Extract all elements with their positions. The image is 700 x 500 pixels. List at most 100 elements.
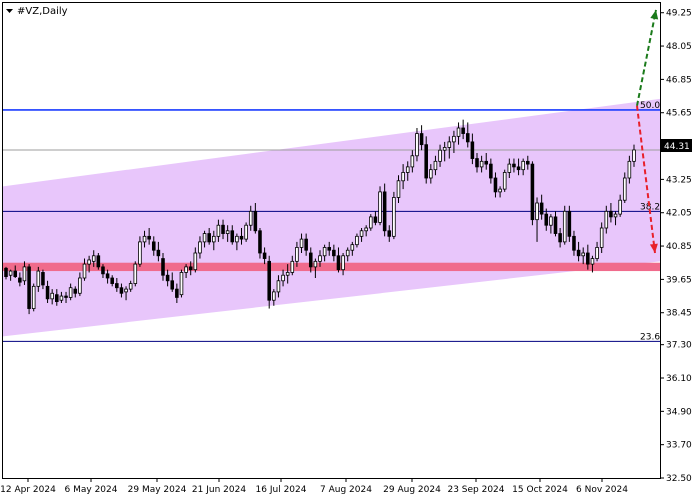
candle <box>465 122 470 148</box>
candle-body <box>479 160 484 168</box>
chart-title: #VZ,Daily <box>17 6 68 17</box>
candle-body <box>308 252 313 268</box>
candle-body <box>161 258 165 276</box>
candle-body <box>13 270 18 278</box>
candle-body <box>618 199 622 215</box>
candle-body <box>96 255 101 268</box>
candle <box>101 264 105 278</box>
candle-body <box>553 216 558 234</box>
candle-body <box>119 287 124 294</box>
candle <box>424 136 428 184</box>
candle-body <box>73 288 78 294</box>
candle-body <box>498 188 502 193</box>
candle <box>493 172 498 198</box>
candle <box>350 241 355 256</box>
candle <box>18 272 22 287</box>
candle <box>322 244 327 262</box>
y-tick-label: 46.85 <box>666 75 692 85</box>
candle <box>299 233 304 253</box>
candle-body <box>405 166 410 173</box>
candle <box>535 197 539 242</box>
candle-body <box>184 266 188 273</box>
candle-body <box>142 235 147 243</box>
candle <box>447 136 452 159</box>
chart-title-dropdown-icon[interactable] <box>6 9 13 13</box>
candle-body <box>31 285 36 309</box>
candle <box>156 241 161 262</box>
candle <box>489 158 493 184</box>
candle-body <box>461 127 465 134</box>
y-tick-label: 34.90 <box>666 407 692 417</box>
candle-body <box>128 283 133 290</box>
candle-body <box>415 133 419 157</box>
candle-body <box>175 288 179 298</box>
candle <box>512 158 516 173</box>
candle-body <box>424 144 428 179</box>
candle-body <box>401 172 405 182</box>
candle <box>165 269 170 287</box>
forecast-down-arrow <box>636 105 658 254</box>
candle <box>55 289 59 306</box>
candle-body <box>378 191 382 223</box>
candle <box>13 265 18 278</box>
y-tick-label: 37.30 <box>666 341 692 351</box>
candle-body <box>544 213 549 226</box>
candle <box>433 155 438 176</box>
candle-body <box>507 163 512 173</box>
candle-body <box>502 172 507 190</box>
candle <box>378 186 382 226</box>
candle <box>318 250 322 267</box>
candle-body <box>41 272 45 286</box>
candle-body <box>452 135 456 143</box>
candle-body <box>299 238 304 248</box>
candle <box>341 253 345 276</box>
candle <box>479 155 484 173</box>
candle-body <box>244 224 248 240</box>
candle <box>110 275 114 287</box>
x-tick-label: 6 May 2024 <box>65 485 118 495</box>
candle <box>87 255 91 273</box>
candle <box>230 225 235 245</box>
candle <box>313 258 318 278</box>
candle-body <box>622 177 627 201</box>
candle <box>604 205 609 234</box>
x-tick-label: 23 Sep 2024 <box>447 485 504 495</box>
candle <box>438 144 442 167</box>
candle-body <box>369 216 373 229</box>
candle-body <box>239 235 244 240</box>
candle <box>115 278 119 292</box>
candle <box>91 250 96 267</box>
candle <box>526 155 530 170</box>
candle-body <box>281 274 285 282</box>
candle <box>405 161 410 181</box>
candle <box>235 233 239 251</box>
fib-label: 38.2 <box>640 202 660 212</box>
candle-body <box>147 235 151 240</box>
candle-body <box>456 127 461 137</box>
candle-body <box>133 263 138 284</box>
candle <box>632 144 636 167</box>
candle-body <box>465 133 470 143</box>
candle-body <box>341 255 345 271</box>
candle-body <box>549 216 553 226</box>
candle-body <box>387 230 392 237</box>
candle-body <box>627 160 632 179</box>
candle-body <box>138 241 142 265</box>
candle-body <box>392 197 396 237</box>
candle-body <box>82 263 87 279</box>
fib-label: 23.6 <box>640 332 660 342</box>
candle <box>68 283 73 301</box>
candle-body <box>78 277 82 294</box>
candle <box>558 228 562 248</box>
candle <box>216 219 221 242</box>
fibonacci-levels: 50.0 38.2 23.6 <box>3 101 660 342</box>
candle <box>304 233 308 256</box>
candle-body <box>151 241 156 251</box>
candle <box>78 272 82 297</box>
candle <box>442 141 447 162</box>
current-price-badge: 44.31 <box>661 139 692 152</box>
candle-body <box>470 141 475 159</box>
candle <box>452 130 456 153</box>
candle <box>105 269 110 284</box>
